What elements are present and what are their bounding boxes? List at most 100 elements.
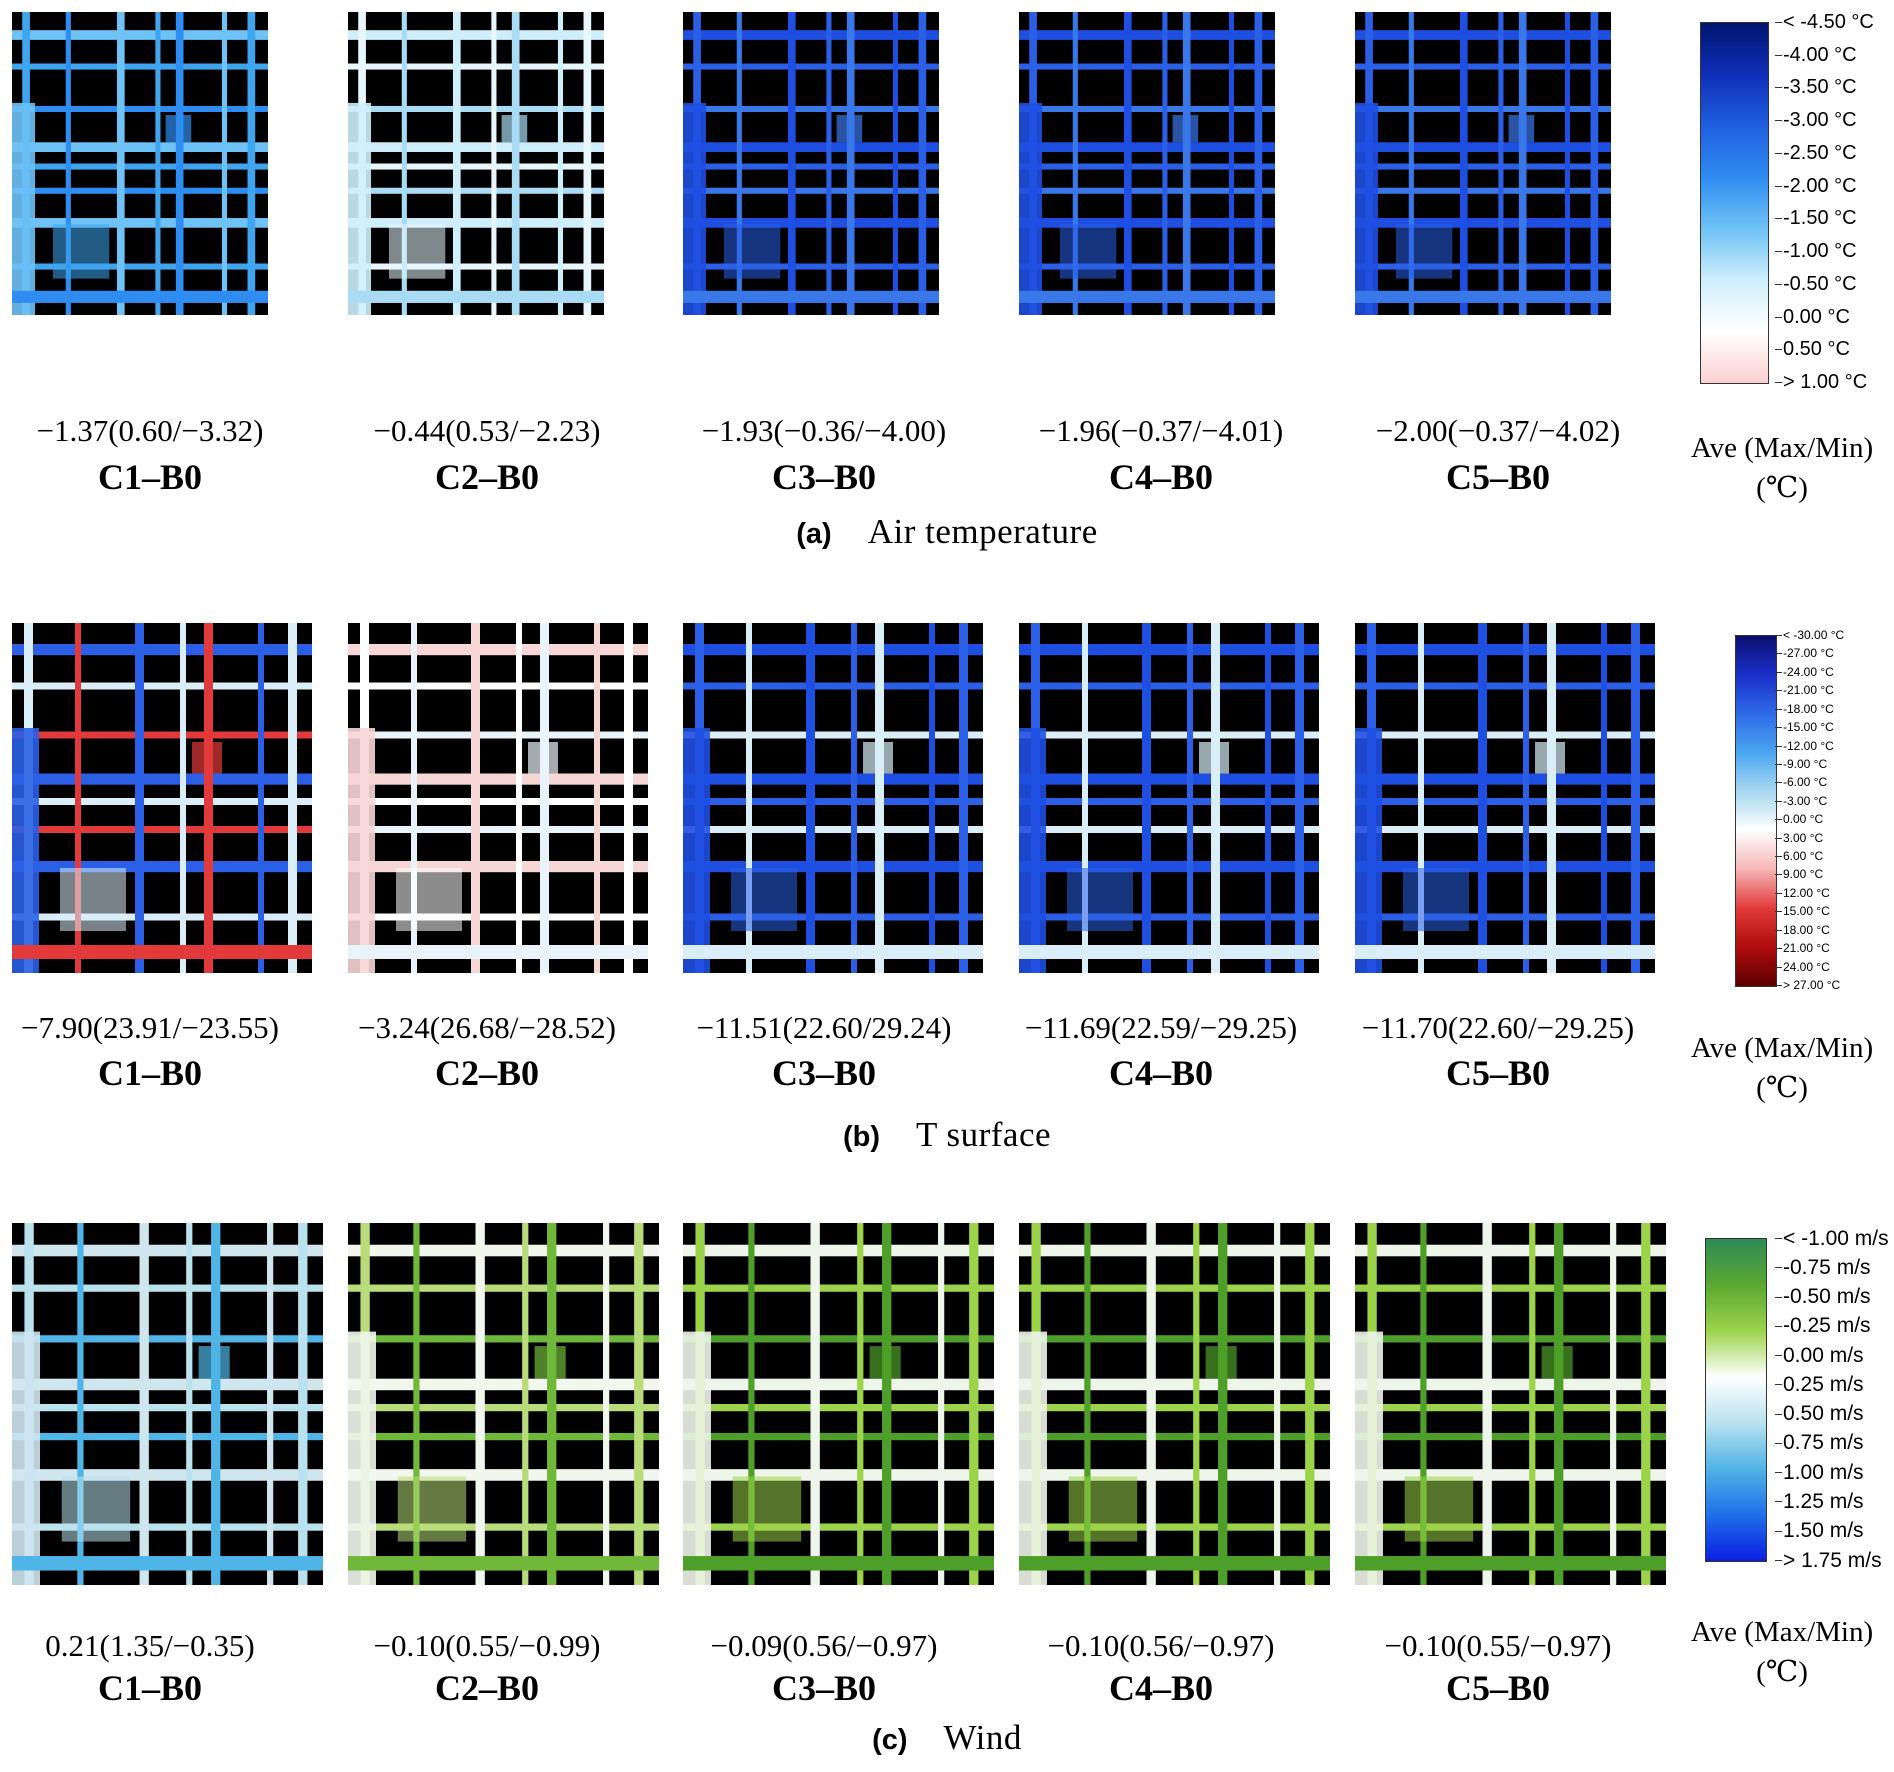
stat-wind-c3: −0.09(0.56/−0.97) bbox=[710, 1628, 938, 1663]
legend-wind-ticks: < -1.00 m/s -0.75 m/s -0.50 m/s -0.25 m/s 0.… bbox=[1775, 1228, 1893, 1571]
case-label-c3: C3–B0 bbox=[771, 457, 876, 497]
map-canvas bbox=[683, 1223, 994, 1585]
ave-label-a: Ave (Max/Min) (℃) bbox=[1662, 428, 1894, 508]
legend-tick: 12.00 °C bbox=[1775, 885, 1830, 900]
map-canvas bbox=[683, 623, 983, 973]
legend-tick: -18.00 °C bbox=[1775, 701, 1834, 716]
map-canvas bbox=[12, 12, 268, 315]
legend-tsurf-ticks: < -30.00 °C -27.00 °C -24.00 °C -21.00 °C -1… bbox=[1774, 629, 1883, 991]
legend-tick: 1.25 m/s bbox=[1775, 1489, 1864, 1513]
caption-b: (b) T surface bbox=[0, 1115, 1894, 1155]
stat-wind-c1: 0.21(1.35/−0.35) bbox=[45, 1628, 255, 1663]
ave-label-c-unit: (℃) bbox=[1756, 1656, 1808, 1688]
legend-tick: > 1.00 °C bbox=[1774, 371, 1868, 393]
map-canvas bbox=[683, 12, 939, 315]
stat-wind-c2: −0.10(0.55/−0.99) bbox=[373, 1628, 601, 1663]
map-wind-c3 bbox=[683, 1223, 994, 1585]
legend-air-bar bbox=[1700, 22, 1769, 384]
legend-tick: -6.00 °C bbox=[1774, 775, 1828, 790]
map-canvas bbox=[1355, 1223, 1666, 1585]
caption-a-title: Air temperature bbox=[867, 512, 1098, 551]
legend-tick: 0.00 °C bbox=[1774, 812, 1824, 827]
map-canvas bbox=[1019, 1223, 1330, 1585]
map-air-c2 bbox=[348, 12, 604, 315]
legend-tick: 1.00 m/s bbox=[1775, 1460, 1864, 1484]
stat-air-c2: −0.44(0.53/−2.23) bbox=[373, 413, 601, 448]
legend-tick: < -4.50 °C bbox=[1775, 11, 1874, 33]
case-label-c5: C5–B0 bbox=[1445, 457, 1550, 497]
map-air-c4 bbox=[1019, 12, 1275, 315]
legend-tick: -15.00 °C bbox=[1775, 720, 1834, 735]
legend-tick: 0.75 m/s bbox=[1775, 1431, 1864, 1455]
legend-tick: 3.00 °C bbox=[1774, 830, 1824, 845]
case-label-c2: C2–B0 bbox=[434, 457, 539, 497]
map-canvas bbox=[12, 1223, 323, 1585]
legend-tick: -12.00 °C bbox=[1775, 738, 1834, 753]
legend-tick: -0.50 m/s bbox=[1775, 1285, 1871, 1309]
case-label-c5: C5–B0 bbox=[1445, 1053, 1550, 1093]
legend-tick: 0.25 m/s bbox=[1775, 1372, 1864, 1396]
stat-air-c3: −1.93(−0.36/−4.00) bbox=[701, 413, 947, 448]
legend-tsurf-bar bbox=[1735, 635, 1777, 987]
stat-air-c5: −2.00(−0.37/−4.02) bbox=[1375, 413, 1621, 448]
legend-tick: -2.00 °C bbox=[1775, 174, 1857, 197]
ave-label-b-unit: (℃) bbox=[1756, 1072, 1808, 1104]
stat-tsurf-c2: −3.24(26.68/−28.52) bbox=[358, 1010, 616, 1045]
legend-tick: < -1.00 m/s bbox=[1775, 1226, 1889, 1250]
caption-c-tag: (c) bbox=[872, 1724, 908, 1756]
legend-tick: 18.00 °C bbox=[1775, 922, 1830, 937]
case-label-c2: C2–B0 bbox=[434, 1053, 539, 1093]
case-label-c1: C1–B0 bbox=[97, 1053, 202, 1093]
map-canvas bbox=[348, 1223, 659, 1585]
legend-tick: 0.00 °C bbox=[1775, 305, 1850, 328]
stat-air-c1: −1.37(0.60/−3.32) bbox=[36, 413, 264, 448]
legend-tick: -27.00 °C bbox=[1775, 646, 1834, 661]
map-canvas bbox=[1355, 12, 1611, 315]
legend-tick: 0.50 m/s bbox=[1775, 1402, 1864, 1426]
case-label-c1: C1–B0 bbox=[97, 1668, 202, 1708]
legend-tick: -1.00 °C bbox=[1775, 240, 1857, 263]
stat-tsurf-c5: −11.70(22.60/−29.25) bbox=[1361, 1010, 1635, 1045]
legend-tick: 0.50 °C bbox=[1775, 338, 1850, 361]
legend-tick: -9.00 °C bbox=[1774, 756, 1828, 771]
map-air-c1 bbox=[12, 12, 268, 315]
map-tsurf-c1 bbox=[12, 623, 312, 973]
ave-label-a-text: Ave (Max/Min) bbox=[1690, 432, 1874, 464]
stat-air-c4: −1.96(−0.37/−4.01) bbox=[1038, 413, 1284, 448]
map-wind-c1 bbox=[12, 1223, 323, 1585]
map-canvas bbox=[1355, 623, 1655, 973]
case-label-c5: C5–B0 bbox=[1445, 1668, 1550, 1708]
map-canvas bbox=[1019, 12, 1275, 315]
legend-tick: -0.75 m/s bbox=[1775, 1255, 1871, 1279]
legend-wind-bar bbox=[1705, 1238, 1767, 1562]
legend-tick: > 1.75 m/s bbox=[1775, 1548, 1882, 1572]
legend-tick: -3.00 °C bbox=[1774, 793, 1828, 808]
ave-label-b-text: Ave (Max/Min) bbox=[1690, 1032, 1874, 1064]
legend-tick: < -30.00 °C bbox=[1774, 628, 1845, 642]
case-label-c1: C1–B0 bbox=[97, 457, 202, 497]
legend-tick: -3.50 °C bbox=[1775, 76, 1857, 99]
legend-tick: 24.00 °C bbox=[1775, 959, 1830, 974]
caption-c-title: Wind bbox=[943, 1718, 1022, 1757]
legend-tick: -0.25 m/s bbox=[1775, 1314, 1871, 1338]
caption-b-tag: (b) bbox=[842, 1121, 880, 1153]
case-label-c2: C2–B0 bbox=[434, 1668, 539, 1708]
stat-tsurf-c3: −11.51(22.60/29.24) bbox=[696, 1010, 952, 1045]
ave-label-b: Ave (Max/Min) (℃) bbox=[1662, 1028, 1894, 1108]
map-canvas bbox=[348, 623, 648, 973]
legend-tick: -3.00 °C bbox=[1775, 109, 1857, 132]
stat-tsurf-c4: −11.69(22.59/−29.25) bbox=[1024, 1010, 1298, 1045]
legend-tick: 6.00 °C bbox=[1774, 849, 1824, 864]
legend-tick: 15.00 °C bbox=[1775, 904, 1830, 919]
caption-a: (a) Air temperature bbox=[0, 512, 1894, 552]
legend-air-ticks: < -4.50 °C -4.00 °C -3.50 °C -3.00 °C -2.50 … bbox=[1774, 12, 1893, 392]
map-air-c3 bbox=[683, 12, 939, 315]
legend-tick: 0.00 m/s bbox=[1775, 1343, 1864, 1367]
map-air-c5 bbox=[1355, 12, 1611, 315]
stat-tsurf-c1: −7.90(23.91/−23.55) bbox=[21, 1010, 279, 1045]
map-tsurf-c4 bbox=[1019, 623, 1319, 973]
legend-tick: -2.50 °C bbox=[1775, 141, 1857, 164]
ave-label-c: Ave (Max/Min) (℃) bbox=[1662, 1612, 1894, 1692]
case-label-c4: C4–B0 bbox=[1108, 1668, 1213, 1708]
legend-tick: 1.50 m/s bbox=[1775, 1519, 1864, 1543]
